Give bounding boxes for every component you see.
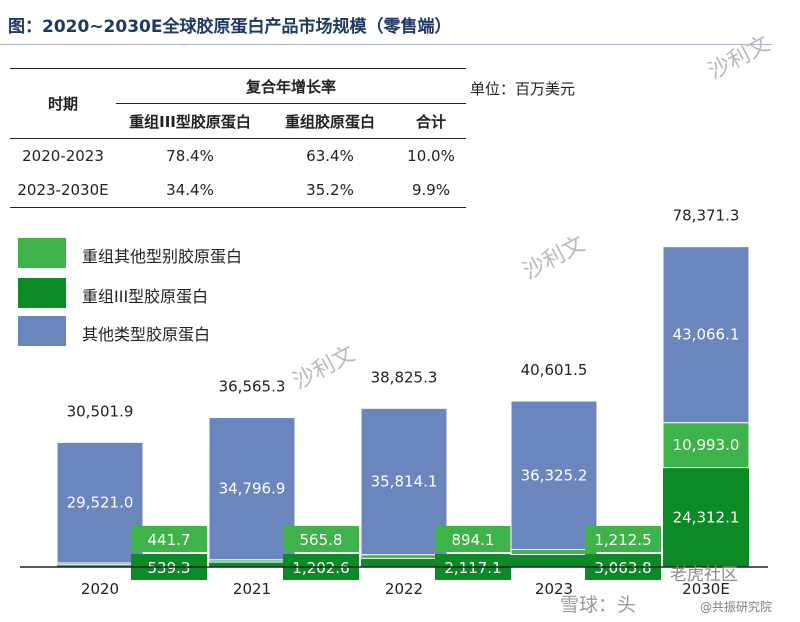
table-row: 2020-2023 78.4% 63.4% 10.0%: [10, 138, 466, 173]
legend-swatch: [18, 238, 66, 268]
bar-other-types: [662, 246, 750, 424]
x-tick-label: 2023: [535, 580, 573, 598]
watermark-snowball: 雪球：头: [560, 594, 637, 616]
legend-label: 其他类型胶原蛋白: [82, 325, 211, 344]
data-label-other-recombinant: 1,212.5: [594, 531, 651, 549]
watermark-forum: 老虎社区: [670, 565, 738, 585]
legend-swatch: [18, 316, 66, 346]
table-row: 2023-2030E 34.4% 35.2% 9.9%: [10, 173, 466, 208]
data-label-other-types: 34,796.9: [219, 480, 286, 498]
data-label-other-types: 29,521.0: [67, 494, 134, 512]
data-label-other-recombinant: 441.7: [148, 531, 191, 549]
column-header: 重组III型胶原蛋白: [129, 112, 251, 131]
callout-other-recombinant: [131, 526, 207, 552]
cagr-table: 时期 复合年增长率 重组III型胶原蛋白 重组胶原蛋白 合计 2020-2023…: [10, 68, 466, 208]
data-label-other-recombinant: 894.1: [452, 531, 495, 549]
data-label-type3: 3,063.8: [594, 559, 651, 577]
x-tick-label: 2021: [233, 580, 271, 598]
unit-label: 单位：百万美元: [470, 80, 576, 98]
value-cell: 63.4%: [264, 138, 396, 173]
legend-label: 重组III型胶原蛋白: [82, 287, 209, 306]
legend-label: 重组其他型别胶原蛋白: [82, 247, 243, 266]
title-divider: [0, 44, 772, 45]
data-label-type3: 24,312.1: [673, 508, 740, 526]
data-label-other-recombinant: 10,993.0: [673, 436, 740, 454]
bar-type3: [209, 562, 295, 567]
bar-type3: [511, 554, 597, 567]
data-label-other-types: 36,325.2: [521, 466, 588, 484]
cagr-column-header-row: 重组III型胶原蛋白 重组胶原蛋白 合计: [10, 104, 466, 139]
data-label-other-recombinant: 565.8: [300, 531, 343, 549]
total-label: 38,825.3: [371, 368, 438, 386]
bar-other-types: [510, 400, 598, 551]
x-tick-label: 2020: [81, 580, 119, 598]
cagr-table-header-row: 时期 复合年增长率: [10, 68, 466, 139]
data-label-type3: 1,202.6: [292, 559, 349, 577]
chart-title: 图：2020~2030E全球胶原蛋白产品市场规模（零售端）: [8, 17, 452, 37]
period-cell: 2020-2023: [10, 138, 116, 173]
column-header: 重组胶原蛋白: [284, 112, 375, 131]
x-tick-label: 2030E: [682, 580, 730, 598]
callout-other-recombinant: [283, 526, 359, 552]
bar-other-types: [208, 417, 296, 561]
data-label-type3: 539.3: [148, 559, 191, 577]
bar-type3: [663, 467, 749, 567]
value-cell: 78.4%: [116, 138, 264, 173]
bar-type3: [57, 564, 143, 567]
total-label: 78,371.3: [673, 207, 740, 225]
value-cell: 9.9%: [396, 173, 466, 208]
value-cell: 34.4%: [116, 173, 264, 208]
cagr-group-header: 复合年增长率: [116, 68, 466, 104]
data-label-other-types: 35,814.1: [371, 472, 438, 490]
total-label: 40,601.5: [521, 361, 588, 379]
total-label: 30,501.9: [67, 402, 134, 420]
x-tick-label: 2022: [385, 580, 423, 598]
bar-type3: [361, 558, 447, 567]
bar-other-types: [360, 407, 448, 556]
period-cell: 2023-2030E: [10, 173, 116, 208]
column-header: 合计: [415, 112, 446, 131]
total-label: 36,565.3: [219, 378, 286, 396]
period-header: 时期: [10, 68, 116, 139]
callout-other-recombinant: [435, 526, 511, 552]
data-label-other-types: 43,066.1: [673, 326, 740, 344]
bar-other-recombinant: [662, 422, 750, 469]
value-cell: 10.0%: [396, 138, 466, 173]
bar-other-types: [56, 441, 144, 564]
bar-other-recombinant: [510, 549, 598, 555]
bar-other-recombinant: [360, 554, 448, 559]
legend-swatch: [18, 278, 66, 308]
data-label-type3: 2,117.1: [444, 559, 501, 577]
callout-other-recombinant: [585, 526, 661, 552]
value-cell: 35.2%: [264, 173, 396, 208]
watermark-sub: @共振研究院: [700, 600, 773, 614]
